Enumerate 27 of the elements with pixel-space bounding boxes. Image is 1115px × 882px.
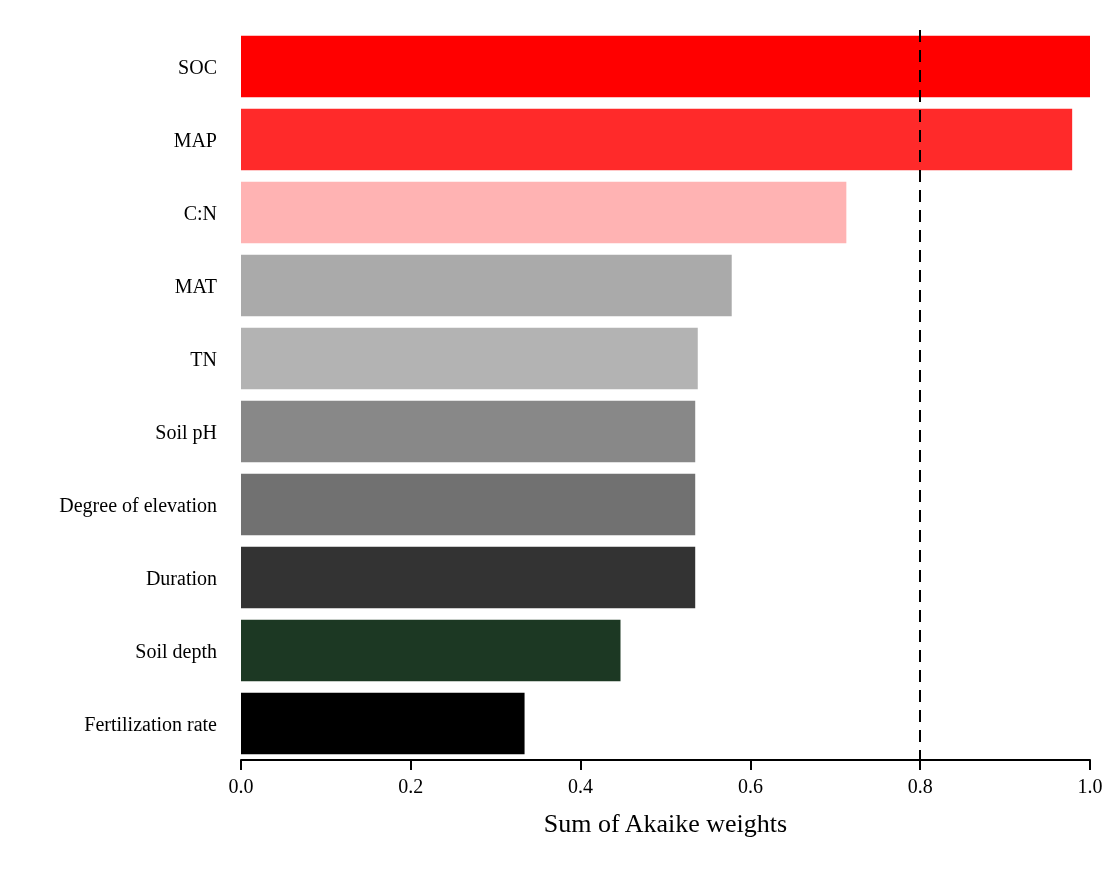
x-tick-label: 0.4 [568,775,594,797]
y-tick-label: TN [190,347,217,370]
bar [241,619,621,682]
x-tick-label: 0.2 [398,775,424,797]
x-tick-label: 0.6 [737,775,763,797]
bar [241,181,847,244]
y-tick-label: MAT [174,274,217,297]
y-tick-label: Degree of elevation [59,493,217,517]
y-tick-label: MAP [173,128,217,151]
bar [241,35,1090,98]
x-tick-label: 1.0 [1077,775,1103,797]
y-tick-label: Fertilization rate [84,712,218,735]
y-tick-label: Soil pH [155,420,217,444]
bar [241,400,696,463]
bar [241,254,732,317]
bar [241,473,696,536]
y-tick-label: Soil depth [135,639,217,663]
x-tick-label: 0.8 [907,775,933,797]
bar [241,546,696,609]
bar [241,108,1073,171]
y-tick-label: SOC [178,55,217,78]
bar [241,327,698,390]
x-tick-label: 0.0 [228,775,254,797]
y-tick-label: Duration [145,566,217,589]
bar [241,692,525,755]
x-axis-title: Sum of Akaike weights [543,808,788,838]
y-tick-label: C:N [183,201,217,224]
